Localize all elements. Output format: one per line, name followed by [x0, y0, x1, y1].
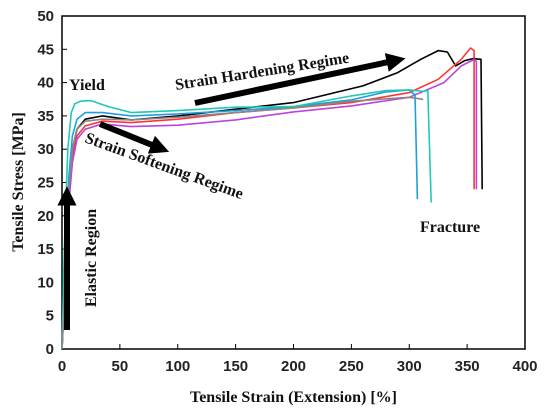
x-tick-label: 400 — [512, 358, 537, 375]
series-line-6 — [61, 96, 424, 350]
x-tick-label: 350 — [455, 358, 480, 375]
y-tick-label: 30 — [37, 141, 54, 158]
series-line-1 — [61, 49, 483, 350]
x-tick-label: 250 — [339, 358, 364, 375]
x-tick-label: 300 — [397, 358, 422, 375]
annotation-fracture: Fracture — [420, 219, 480, 236]
x-tick-label: 150 — [223, 358, 248, 375]
y-tick-label: 10 — [37, 274, 54, 291]
y-tick-label: 20 — [37, 208, 54, 225]
y-axis-title: Tensile Stress [MPa] — [10, 112, 27, 252]
strain-softening-arrow — [98, 121, 170, 154]
y-tick-label: 50 — [37, 8, 54, 25]
x-tick-label: 100 — [165, 358, 190, 375]
series-line-4 — [61, 89, 419, 350]
annotation-yield: Yield — [69, 77, 105, 94]
series-layer — [61, 47, 483, 350]
x-axis-ticks: 0 50 100 150 200 250 300 350 400 — [58, 344, 538, 375]
y-axis-ticks: 0 5 10 15 20 25 30 35 40 45 50 — [37, 8, 67, 358]
y-tick-label: 40 — [37, 75, 54, 92]
annotation-strain-softening: Strain Softening Regime — [83, 130, 246, 203]
x-tick-label: 200 — [281, 358, 306, 375]
series-line-5 — [61, 89, 432, 350]
y-tick-label: 0 — [46, 341, 54, 358]
strain-hardening-arrow — [194, 52, 406, 106]
x-axis-title: Tensile Strain (Extension) [%] — [190, 389, 397, 406]
y-tick-label: 35 — [37, 108, 54, 125]
annotation-elastic-region: Elastic Region — [83, 209, 100, 307]
y-tick-label: 25 — [37, 175, 54, 192]
y-tick-label: 15 — [37, 241, 54, 258]
x-tick-label: 50 — [112, 358, 129, 375]
x-tick-label: 0 — [58, 358, 66, 375]
y-tick-label: 45 — [37, 41, 54, 58]
series-line-3 — [61, 59, 478, 350]
y-tick-label: 5 — [46, 308, 54, 325]
